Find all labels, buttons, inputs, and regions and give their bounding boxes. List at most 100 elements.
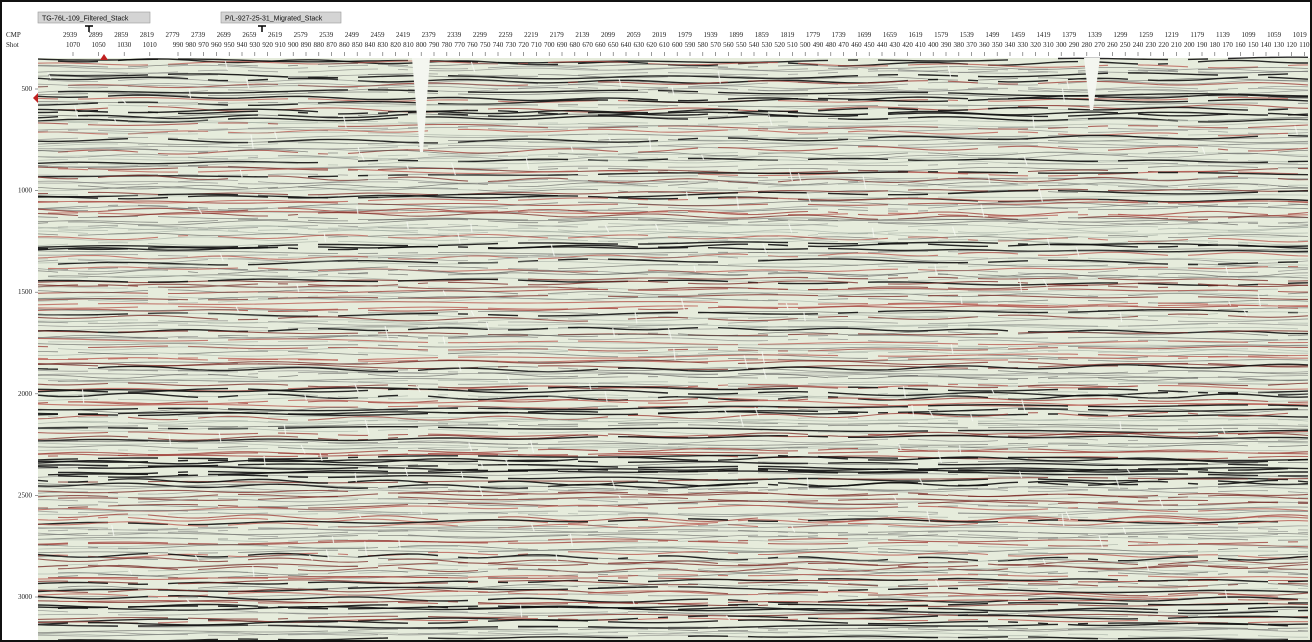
cmp-label: 1339 bbox=[1088, 31, 1103, 39]
stack-label-box[interactable] bbox=[220, 11, 342, 24]
noise-streak bbox=[470, 310, 475, 317]
shot-label: 520 bbox=[774, 41, 785, 49]
stack-label-box[interactable] bbox=[37, 11, 151, 24]
noise-streak bbox=[364, 419, 370, 434]
shot-label: 570 bbox=[710, 41, 721, 49]
reflector bbox=[37, 122, 1309, 130]
noise-streak bbox=[504, 458, 509, 467]
reflector bbox=[37, 630, 1308, 638]
noise-streak bbox=[121, 98, 127, 105]
noise-streak bbox=[81, 389, 85, 404]
reflector bbox=[37, 323, 1309, 330]
noise-streak bbox=[951, 226, 957, 236]
reflector bbox=[37, 289, 1309, 298]
shot-label: 770 bbox=[454, 41, 465, 49]
noise-streak bbox=[768, 114, 773, 126]
noise-streak bbox=[926, 511, 931, 523]
reflector bbox=[37, 125, 1309, 131]
reflector bbox=[47, 131, 1309, 138]
shot-label: 750 bbox=[480, 41, 491, 49]
shot-label: 340 bbox=[1005, 41, 1016, 49]
cmp-label: 2139 bbox=[575, 31, 590, 39]
shot-label: 350 bbox=[992, 41, 1003, 49]
shot-label: 720 bbox=[518, 41, 529, 49]
shot-label: 910 bbox=[275, 41, 286, 49]
noise-streak bbox=[245, 77, 250, 89]
noise-streak bbox=[1042, 558, 1046, 565]
shot-label: 420 bbox=[902, 41, 913, 49]
reflector bbox=[37, 94, 1308, 102]
shot-label: 150 bbox=[1248, 41, 1259, 49]
noise-streak bbox=[1201, 146, 1206, 155]
noise-streak bbox=[991, 388, 995, 395]
cmp-label: 1859 bbox=[755, 31, 770, 39]
cmp-label: 2179 bbox=[550, 31, 565, 39]
reflector bbox=[48, 340, 1309, 347]
position-marker[interactable] bbox=[100, 54, 108, 60]
noise-streak bbox=[308, 554, 313, 561]
noise-streak bbox=[1225, 265, 1229, 275]
reflector bbox=[37, 183, 1309, 192]
reflector bbox=[37, 302, 1309, 311]
stack-label[interactable]: TG-76L-109_Filtered_Stack bbox=[42, 16, 129, 23]
noise-streak bbox=[570, 146, 574, 153]
shot-label: 590 bbox=[685, 41, 696, 49]
noise-streak bbox=[1021, 399, 1027, 414]
shot-title: Shot bbox=[6, 41, 19, 49]
shot-label: 240 bbox=[1133, 41, 1144, 49]
noise-streak bbox=[1243, 309, 1248, 317]
cmp-label: 2699 bbox=[217, 31, 232, 39]
reflector bbox=[37, 218, 1309, 227]
noise-streak bbox=[530, 440, 535, 454]
noise-streak bbox=[803, 311, 806, 322]
shot-label: 690 bbox=[557, 41, 568, 49]
noise-streak bbox=[111, 524, 115, 536]
noise-streak bbox=[871, 227, 875, 238]
reflector bbox=[37, 343, 1309, 350]
noise-streak bbox=[902, 386, 907, 399]
shot-label: 700 bbox=[544, 41, 555, 49]
noise-streak bbox=[723, 409, 728, 415]
shot-label: 460 bbox=[851, 41, 862, 49]
noise-streak bbox=[617, 494, 622, 500]
noise-streak bbox=[1221, 426, 1226, 434]
shot-label: 630 bbox=[634, 41, 645, 49]
noise-streak bbox=[398, 539, 401, 550]
noise-streak bbox=[667, 327, 673, 340]
reflector bbox=[37, 452, 1309, 460]
cmp-label: 1539 bbox=[960, 31, 975, 39]
shot-label: 260 bbox=[1107, 41, 1118, 49]
noise-streak bbox=[897, 443, 902, 451]
reflector bbox=[37, 82, 1309, 90]
cmp-label: 1699 bbox=[857, 31, 872, 39]
cmp-label: 2219 bbox=[524, 31, 539, 39]
reflector bbox=[37, 133, 1309, 140]
noise-streak bbox=[1126, 468, 1131, 474]
noise-streak bbox=[263, 455, 266, 467]
seismic-section bbox=[37, 56, 1309, 640]
noise-streak bbox=[480, 462, 484, 469]
noise-streak bbox=[1018, 278, 1022, 284]
noise-streak bbox=[739, 414, 744, 427]
shot-label: 160 bbox=[1235, 41, 1246, 49]
stack-label[interactable]: P/L-927-25-31_Migrated_Stack bbox=[225, 16, 323, 23]
noise-streak bbox=[415, 384, 421, 393]
cmp-label: 2459 bbox=[370, 31, 385, 39]
noise-streak bbox=[323, 233, 327, 243]
noise-streak bbox=[457, 232, 461, 244]
noise-streak bbox=[655, 223, 659, 231]
reflector bbox=[57, 346, 1309, 355]
time-label: 1500 bbox=[18, 288, 33, 296]
cmp-label: 1899 bbox=[729, 31, 744, 39]
noise-streak bbox=[618, 77, 623, 89]
reflector bbox=[37, 402, 1309, 409]
shot-label: 820 bbox=[390, 41, 401, 49]
reflector bbox=[37, 335, 1308, 343]
reflector bbox=[38, 63, 1309, 71]
time-marker[interactable] bbox=[33, 93, 38, 103]
noise-streak bbox=[1119, 312, 1123, 323]
reflector bbox=[37, 372, 1309, 382]
reflector bbox=[37, 148, 1309, 157]
noise-streak bbox=[406, 164, 409, 170]
shot-label: 1070 bbox=[66, 41, 81, 49]
